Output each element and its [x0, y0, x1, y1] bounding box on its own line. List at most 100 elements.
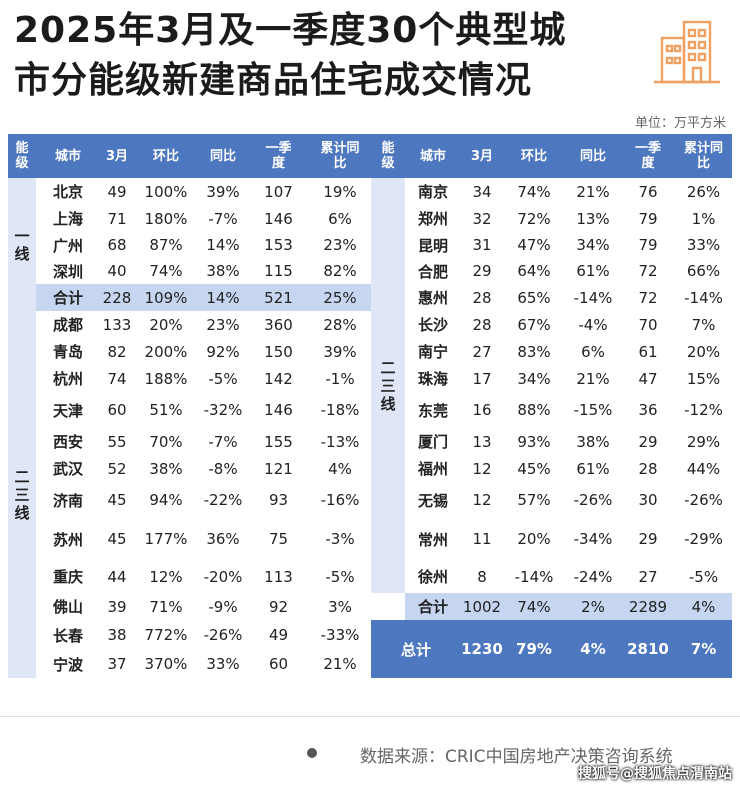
- cell-march: 12: [472, 459, 492, 478]
- cell-city: 佛山: [52, 598, 83, 616]
- cell-march: 11: [472, 530, 492, 548]
- building-icon: [654, 20, 720, 84]
- cell-yoy: 61%: [576, 262, 610, 280]
- cell-city: 惠州: [417, 289, 448, 307]
- cell-yoy: 39%: [206, 182, 240, 201]
- cell-march: 45: [107, 491, 127, 509]
- cell-cum-yoy: 26%: [686, 182, 721, 201]
- cell-mom: 93%: [517, 432, 551, 451]
- cell-mom: 45%: [517, 459, 551, 478]
- cell-q1: 155: [264, 432, 293, 451]
- cell-mom: 20%: [517, 530, 551, 548]
- cell-yoy: -32%: [203, 401, 243, 419]
- cell-q1: 113: [264, 567, 293, 586]
- table-row: 南宁 27 83% 6% 61 20%: [371, 338, 732, 365]
- cell-yoy: 6%: [581, 342, 605, 361]
- cell-mom: -14%: [514, 567, 554, 586]
- cell-yoy: -9%: [208, 597, 238, 616]
- table-row: 济南 45 94% -22% 93 -16%: [8, 482, 371, 518]
- cell-yoy: -15%: [573, 401, 613, 419]
- cell-march: 74: [107, 369, 127, 388]
- table-row: 徐州 8 -14% -24% 27 -5%: [371, 560, 732, 593]
- cell-city: 昆明: [417, 236, 448, 255]
- cell-march: 133: [102, 315, 132, 334]
- cell-city: 宁波: [52, 655, 83, 674]
- cell-q1: 70: [638, 315, 658, 334]
- cell-q1: 29: [638, 432, 658, 451]
- cell-city: 西安: [52, 433, 83, 451]
- cell-city: 重庆: [52, 568, 83, 586]
- header-q1: 一季度: [621, 134, 675, 178]
- cell-city: 合计: [36, 284, 100, 311]
- cell-cum-yoy: -5%: [688, 567, 719, 586]
- cell-city: 东莞: [417, 401, 448, 420]
- cell-cum-yoy: 1%: [691, 209, 716, 228]
- cell-march: 45: [107, 530, 127, 548]
- cell-march: 27: [472, 342, 492, 361]
- cell-q1: 72: [638, 288, 658, 307]
- cell-city: 合计: [405, 593, 461, 620]
- page-title: 2025年3月及一季度30个典型城 市分能级新建商品住宅成交情况: [14, 6, 566, 106]
- cell-cum-yoy: -29%: [684, 530, 723, 548]
- watermark: 搜狐号@搜狐焦点渭南站: [578, 766, 732, 782]
- left-table: 能级 城市 3月 环比 同比 一季度 累计同比 一线北京 49 100% 39% 107…: [8, 134, 371, 678]
- cell-q1: 27: [638, 567, 658, 586]
- cell-q1: 28: [638, 459, 658, 478]
- cell-q1: 60: [268, 655, 289, 673]
- cell-mom: 772%: [144, 626, 188, 644]
- total-cell: 2810: [621, 620, 675, 678]
- cell-mom: 65%: [517, 288, 551, 307]
- cell-yoy: 2%: [565, 593, 621, 620]
- cell-cum-yoy: 39%: [323, 342, 357, 361]
- cell-cum-yoy: 19%: [323, 182, 357, 201]
- cell-q1: 76: [638, 182, 658, 201]
- title-line-2: 市分能级新建商品住宅成交情况: [14, 60, 533, 101]
- tier-label: 一线: [8, 178, 36, 311]
- cell-q1: 30: [638, 491, 658, 509]
- cell-yoy: -5%: [208, 369, 238, 388]
- cell-yoy: 14%: [206, 236, 240, 254]
- cell-yoy: 21%: [576, 369, 610, 388]
- cell-cum-yoy: -26%: [684, 491, 723, 509]
- table-row: 上海 71 180% -7% 146 6%: [8, 205, 371, 232]
- cell-mom: 188%: [144, 369, 188, 388]
- cell-city: 郑州: [417, 210, 448, 228]
- cell-march: 28: [472, 315, 492, 334]
- cell-mom: 70%: [149, 432, 183, 451]
- cell-cum-yoy: 33%: [686, 236, 721, 254]
- cell-city: 珠海: [417, 370, 448, 388]
- unit-label: 单位：万平方米: [634, 116, 726, 131]
- cell-march: 29: [472, 262, 492, 280]
- cell-mom: 51%: [149, 401, 183, 419]
- cell-mom: 12%: [149, 567, 183, 586]
- cell-city: 济南: [52, 491, 83, 510]
- cell-march: 71: [107, 209, 127, 228]
- cell-cum-yoy: 21%: [323, 655, 357, 673]
- table-row: 佛山 39 71% -9% 92 3%: [8, 593, 371, 620]
- cell-city: 天津: [52, 401, 83, 420]
- cell-city: 青岛: [52, 343, 83, 361]
- cell-mom: 72%: [517, 209, 551, 228]
- cell-city: 长春: [52, 626, 83, 645]
- cell-yoy: -14%: [573, 288, 613, 307]
- cell-yoy: -8%: [208, 459, 238, 478]
- cell-cum-yoy: -33%: [320, 626, 360, 644]
- table-row: 深圳 40 74% 38% 115 82%: [8, 258, 371, 284]
- cell-march: 55: [107, 432, 127, 451]
- cell-march: 52: [107, 459, 127, 478]
- table-row: 无锡 12 57% -26% 30 -26%: [371, 482, 732, 518]
- table-row: 武汉 52 38% -8% 121 4%: [8, 455, 371, 482]
- header-city: 城市: [36, 134, 100, 178]
- cell-mom: 38%: [149, 459, 183, 478]
- cell-mom: 180%: [144, 209, 188, 228]
- cell-mom: 20%: [149, 315, 183, 334]
- cell-q1: 115: [264, 262, 293, 280]
- cell-q1: 47: [638, 369, 658, 388]
- cell-yoy: -20%: [203, 567, 243, 586]
- cell-yoy: 36%: [206, 530, 240, 548]
- cell-city: 深圳: [52, 262, 83, 281]
- table-row: 惠州 28 65% -14% 72 -14%: [371, 284, 732, 311]
- source-note: 数据来源：CRIC中国房地产决策咨询系统: [360, 747, 673, 767]
- total-cell: 总计: [371, 620, 461, 678]
- cell-q1: 121: [264, 459, 293, 478]
